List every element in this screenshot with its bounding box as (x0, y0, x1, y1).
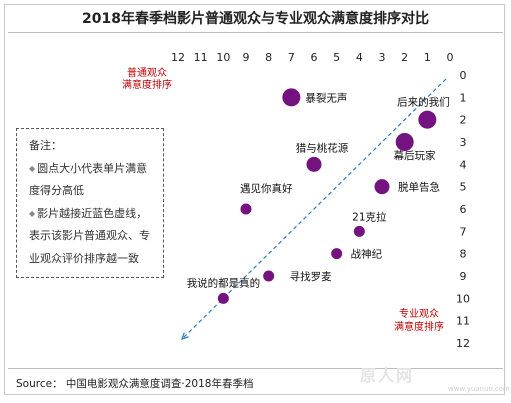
data-point (353, 225, 365, 237)
note-item-1-text: 圆点大小代表单片满意度得分高低 (29, 161, 148, 198)
x-tick-label: 4 (356, 51, 363, 64)
y-tick-label: 7 (460, 225, 467, 238)
y-tick-label: 10 (456, 292, 470, 305)
watermark-logo-glyph: 原人网 (360, 366, 415, 385)
diagonal-arrowhead-icon (181, 332, 189, 340)
data-point-label: 战神纪 (351, 248, 383, 261)
y-tick-label: 9 (460, 270, 467, 283)
chart-title: 2018年春季档影片普通观众与专业观众满意度排序对比 (82, 11, 429, 27)
note-heading: 备注： (29, 139, 62, 152)
note-item-1: ◆ 圆点大小代表单片满意度得分高低 (29, 158, 155, 203)
y-tick-label: 11 (456, 315, 470, 328)
note-item-2: ◆ 影片越接近蓝色虚线，表示该影片普通观众、专业观众评价排序越一致 (29, 203, 155, 271)
y-tick-label: 4 (460, 158, 467, 171)
watermark-logo: 原人网 (360, 362, 414, 386)
y-tick-label: 5 (460, 181, 467, 194)
data-point-label: 幕后玩家 (394, 149, 436, 162)
data-point (306, 156, 322, 172)
x-tick-label: 3 (379, 51, 386, 64)
y-axis-title-line2: 满意度排序 (394, 320, 444, 333)
x-tick-label: 10 (216, 51, 230, 64)
watermark-url: www.yuanuo.com (448, 385, 510, 393)
data-point (418, 110, 437, 129)
note-item-2-text: 影片越接近蓝色虚线，表示该影片普通观众、专业观众评价排序越一致 (29, 206, 150, 265)
x-tick-label: 7 (288, 51, 295, 64)
y-tick-label: 0 (460, 69, 467, 82)
x-axis-title-line1: 普通观众 (127, 66, 167, 79)
data-point-label: 遇见你真好 (240, 182, 293, 195)
data-point (240, 203, 252, 215)
y-tick-label: 8 (460, 248, 467, 261)
y-tick-label: 2 (460, 114, 467, 127)
x-tick-label: 5 (333, 51, 340, 64)
y-tick-label: 3 (460, 136, 467, 149)
x-tick-label: 12 (171, 51, 185, 64)
x-tick-label: 6 (311, 51, 318, 64)
data-point (217, 292, 229, 304)
data-point (263, 270, 275, 282)
diamond-bullet-icon: ◆ (29, 163, 36, 173)
data-point-label: 21克拉 (352, 210, 387, 223)
x-tick-label: 1 (424, 51, 431, 64)
title-divider (8, 32, 503, 33)
diamond-bullet-icon: ◆ (29, 208, 36, 218)
x-tick-label: 11 (194, 51, 208, 64)
data-point-label: 寻找罗麦 (290, 270, 332, 283)
y-tick-label: 6 (460, 203, 467, 216)
y-tick-label: 1 (460, 91, 467, 104)
data-point (374, 179, 390, 195)
data-point-label: 猎与桃花源 (296, 141, 349, 154)
x-tick-label: 0 (447, 51, 454, 64)
x-axis-title-line2: 满意度排序 (122, 78, 172, 91)
data-point (395, 133, 414, 151)
y-axis-title-line1: 专业观众 (399, 307, 439, 320)
source-divider (8, 368, 503, 369)
x-tick-label: 9 (243, 51, 250, 64)
note-box: 备注： ◆ 圆点大小代表单片满意度得分高低 ◆ 影片越接近蓝色虚线，表示该影片普通观… (16, 128, 164, 278)
data-point-label: 我说的都是真的 (187, 276, 261, 289)
data-point (282, 88, 301, 107)
source-text: Source： 中国电影观众满意度调查·2018年春季档 (16, 378, 254, 390)
x-tick-label: 2 (401, 51, 408, 64)
data-point-label: 暴裂无声 (305, 91, 347, 104)
data-point (331, 248, 343, 260)
data-point-label: 脱单告急 (398, 181, 440, 194)
x-tick-label: 8 (265, 51, 272, 64)
data-point-label: 后来的我们 (397, 96, 450, 109)
y-tick-label: 12 (456, 337, 470, 350)
